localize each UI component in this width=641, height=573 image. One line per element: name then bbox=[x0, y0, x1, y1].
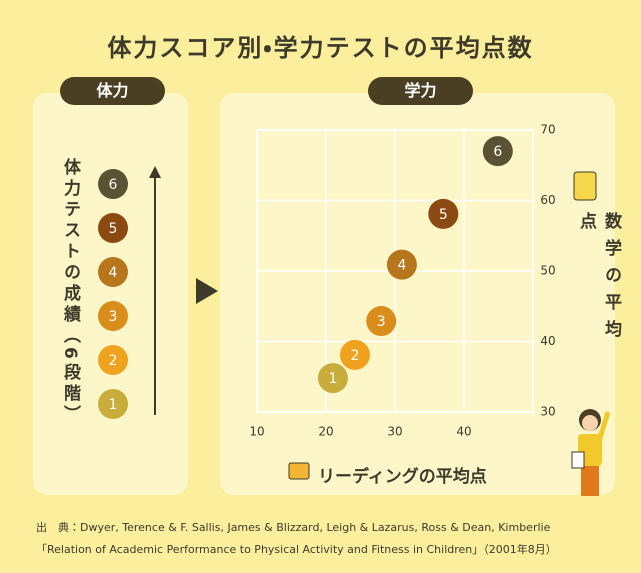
y-tick-label: 50 bbox=[540, 264, 555, 278]
point-label: 5 bbox=[439, 207, 448, 223]
book-icon bbox=[288, 462, 310, 480]
legend-label: 1 bbox=[109, 397, 118, 413]
point bbox=[386, 249, 417, 280]
left-panel bbox=[33, 93, 188, 495]
legend-label: 6 bbox=[109, 177, 118, 193]
legend-label: 2 bbox=[109, 353, 118, 369]
legend-label: 4 bbox=[109, 265, 118, 281]
source-line: 出 典：Dwyer, Terence & F. Sallis, James & … bbox=[36, 521, 551, 534]
point bbox=[428, 198, 459, 229]
point bbox=[366, 306, 397, 337]
source-line: 「Relation of Academic Performance to Phy… bbox=[36, 543, 557, 556]
point bbox=[482, 136, 513, 167]
y-axis-label: 数学の平均点 bbox=[576, 212, 621, 347]
x-tick-label: 10 bbox=[249, 425, 264, 439]
point bbox=[317, 363, 348, 394]
point bbox=[339, 339, 370, 370]
legend-label: 5 bbox=[109, 221, 118, 237]
up-arrow-head bbox=[149, 166, 161, 178]
right-panel bbox=[220, 93, 615, 495]
y-tick-label: 60 bbox=[540, 193, 555, 207]
legend-label: 3 bbox=[109, 309, 118, 325]
legend-dot bbox=[98, 213, 128, 243]
y-tick-label: 70 bbox=[540, 123, 555, 137]
arrow bbox=[196, 278, 218, 304]
girl-illustration bbox=[571, 409, 611, 496]
legend-dot bbox=[98, 389, 128, 419]
point-label: 2 bbox=[351, 348, 360, 364]
legend-dot bbox=[98, 301, 128, 331]
x-tick-label: 20 bbox=[318, 425, 333, 439]
x-tick-label: 30 bbox=[387, 425, 402, 439]
left-heading: 体力 bbox=[60, 77, 165, 105]
math-icon bbox=[573, 171, 597, 201]
point-label: 3 bbox=[377, 314, 386, 330]
point-label: 4 bbox=[397, 258, 406, 274]
chart-title: 学力 bbox=[368, 77, 473, 105]
x-tick-label: 40 bbox=[456, 425, 471, 439]
legend-dot bbox=[98, 345, 128, 375]
x-axis-label: リーディングの平均点 bbox=[318, 467, 487, 487]
left-label: 体力テストの成績（6段階） bbox=[60, 158, 80, 426]
point-label: 1 bbox=[328, 371, 337, 387]
legend-dot bbox=[98, 169, 128, 199]
title: 体力スコア別・学力テストの平均点数 bbox=[107, 34, 534, 62]
legend-dot bbox=[98, 257, 128, 287]
y-tick-label: 30 bbox=[540, 405, 555, 419]
point-label: 6 bbox=[493, 144, 502, 160]
y-tick-label: 40 bbox=[540, 334, 555, 348]
